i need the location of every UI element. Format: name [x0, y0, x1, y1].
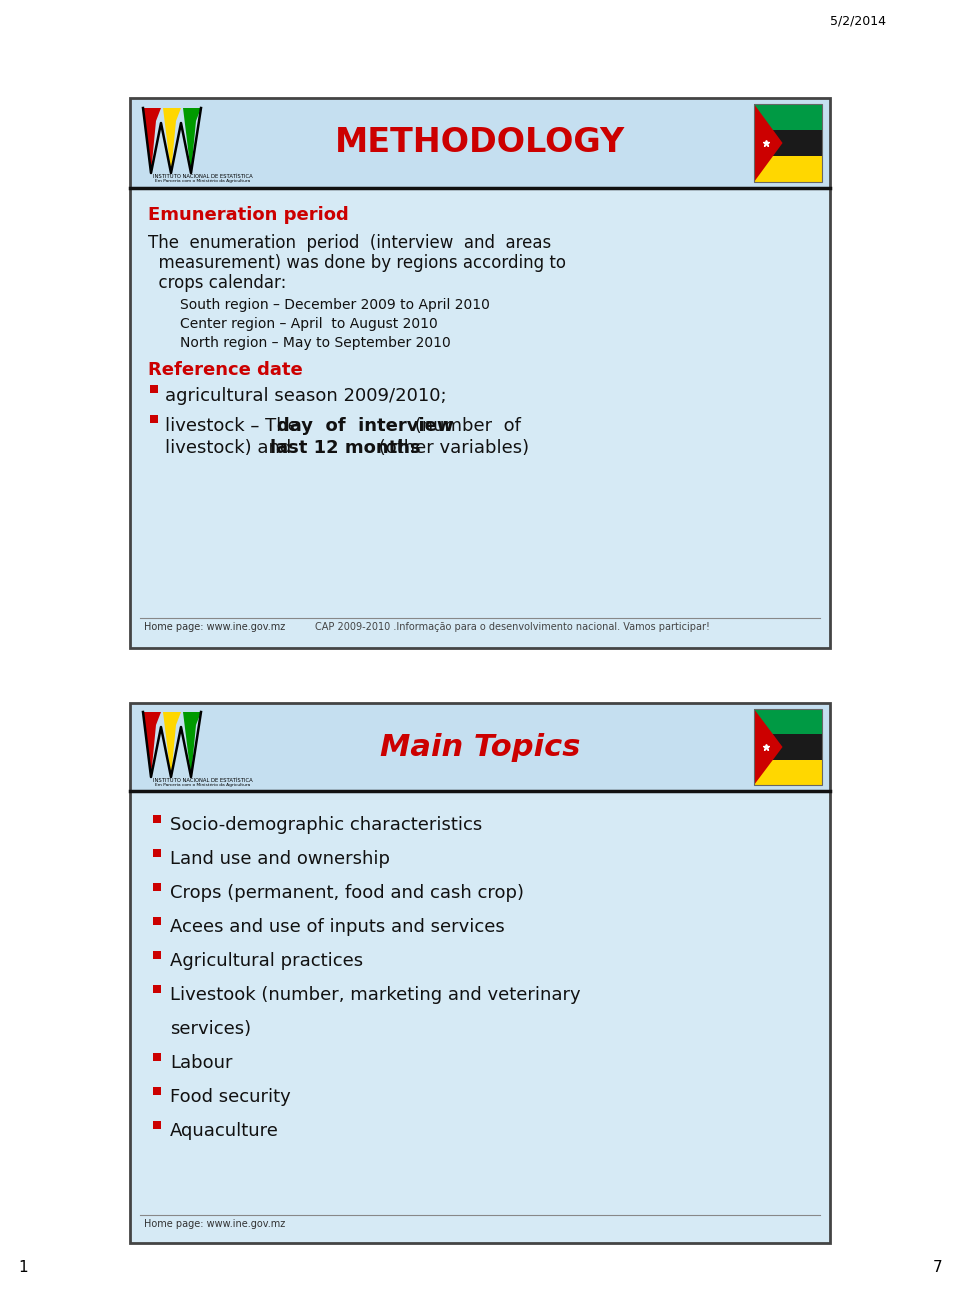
FancyBboxPatch shape: [130, 98, 830, 187]
Text: Livestook (number, marketing and veterinary: Livestook (number, marketing and veterin…: [170, 987, 581, 1003]
Text: Main Topics: Main Topics: [380, 733, 580, 762]
Text: The  enumeration  period  (interview  and  areas: The enumeration period (interview and ar…: [148, 234, 551, 252]
FancyBboxPatch shape: [153, 815, 161, 824]
Text: livestock – The: livestock – The: [165, 418, 304, 434]
FancyBboxPatch shape: [153, 1121, 161, 1129]
Text: South region – December 2009 to April 2010: South region – December 2009 to April 20…: [180, 297, 490, 312]
FancyBboxPatch shape: [153, 985, 161, 993]
Text: Labour: Labour: [170, 1054, 232, 1072]
Text: Food security: Food security: [170, 1087, 291, 1106]
FancyBboxPatch shape: [754, 103, 822, 131]
Text: North region – May to September 2010: North region – May to September 2010: [180, 336, 451, 350]
Polygon shape: [163, 712, 181, 777]
Text: Home page: www.ine.gov.mz: Home page: www.ine.gov.mz: [144, 1219, 285, 1230]
FancyBboxPatch shape: [754, 760, 822, 785]
FancyBboxPatch shape: [754, 709, 822, 734]
Text: Home page: www.ine.gov.mz: Home page: www.ine.gov.mz: [144, 622, 285, 632]
Text: (other variables): (other variables): [372, 440, 529, 456]
Text: 7: 7: [932, 1259, 942, 1275]
Polygon shape: [754, 103, 782, 182]
Text: last 12 months: last 12 months: [270, 440, 420, 456]
Text: Em Parceria com o Ministério da Agricultura: Em Parceria com o Ministério da Agricult…: [156, 784, 251, 787]
Text: agricultural season 2009/2010;: agricultural season 2009/2010;: [165, 387, 446, 405]
Text: crops calendar:: crops calendar:: [148, 274, 286, 292]
Text: Land use and ownership: Land use and ownership: [170, 850, 390, 868]
FancyBboxPatch shape: [130, 187, 830, 648]
Text: INSTITUTO NACIONAL DE ESTATÍSTICA: INSTITUTO NACIONAL DE ESTATÍSTICA: [154, 778, 252, 784]
Text: day  of  interview: day of interview: [277, 418, 453, 434]
Text: (number  of: (number of: [409, 418, 521, 434]
FancyBboxPatch shape: [153, 917, 161, 924]
Polygon shape: [143, 712, 161, 777]
Text: Center region – April  to August 2010: Center region – April to August 2010: [180, 317, 438, 331]
Text: METHODOLOGY: METHODOLOGY: [335, 127, 625, 159]
Text: Em Parceria com o Ministério da Agricultura: Em Parceria com o Ministério da Agricult…: [156, 178, 251, 184]
Polygon shape: [183, 109, 201, 173]
Text: services): services): [170, 1020, 252, 1038]
Text: INSTITUTO NACIONAL DE ESTATÍSTICA: INSTITUTO NACIONAL DE ESTATÍSTICA: [154, 175, 252, 178]
FancyBboxPatch shape: [138, 707, 268, 787]
FancyBboxPatch shape: [754, 131, 822, 156]
FancyBboxPatch shape: [153, 1087, 161, 1095]
FancyBboxPatch shape: [754, 734, 822, 760]
FancyBboxPatch shape: [754, 156, 822, 182]
Text: 5/2/2014: 5/2/2014: [830, 16, 886, 28]
Text: Reference date: Reference date: [148, 361, 302, 379]
Polygon shape: [754, 709, 782, 785]
Text: livestock) and: livestock) and: [165, 440, 297, 456]
Text: 1: 1: [18, 1259, 28, 1275]
FancyBboxPatch shape: [130, 703, 830, 791]
Text: Agricultural practices: Agricultural practices: [170, 952, 363, 970]
Polygon shape: [163, 109, 181, 173]
FancyBboxPatch shape: [150, 415, 158, 423]
Text: CAP 2009-2010 .Informação para o desenvolvimento nacional. Vamos participar!: CAP 2009-2010 .Informação para o desenvo…: [315, 622, 709, 632]
Polygon shape: [143, 109, 161, 173]
Text: Aquaculture: Aquaculture: [170, 1122, 278, 1140]
Text: Crops (permanent, food and cash crop): Crops (permanent, food and cash crop): [170, 884, 524, 903]
FancyBboxPatch shape: [130, 791, 830, 1243]
Text: Acees and use of inputs and services: Acees and use of inputs and services: [170, 918, 505, 936]
FancyBboxPatch shape: [153, 850, 161, 857]
Text: Socio-demographic characteristics: Socio-demographic characteristics: [170, 816, 482, 834]
FancyBboxPatch shape: [153, 883, 161, 891]
Polygon shape: [183, 712, 201, 777]
FancyBboxPatch shape: [153, 1053, 161, 1062]
FancyBboxPatch shape: [153, 950, 161, 959]
Text: measurement) was done by regions according to: measurement) was done by regions accordi…: [148, 253, 566, 272]
FancyBboxPatch shape: [150, 385, 158, 393]
FancyBboxPatch shape: [138, 103, 268, 184]
Text: Emuneration period: Emuneration period: [148, 206, 348, 224]
